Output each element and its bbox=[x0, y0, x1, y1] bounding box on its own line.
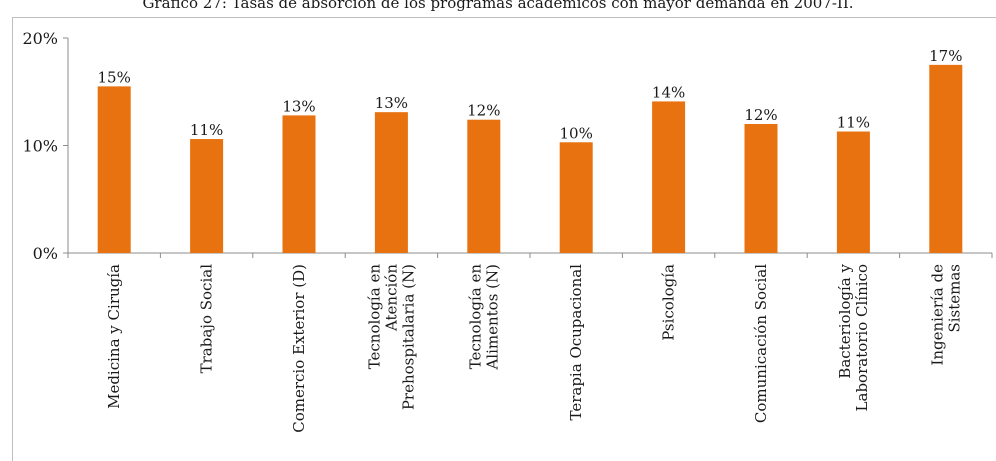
category-label: Psicología bbox=[660, 264, 678, 341]
category-label: Laboratorio Clínico bbox=[853, 264, 871, 411]
data-label: 10% bbox=[560, 124, 593, 142]
category-label: Prehospitalaria (N) bbox=[399, 264, 417, 410]
category-label: Medicina y Cirugía bbox=[105, 264, 123, 409]
data-label: 11% bbox=[837, 114, 870, 132]
bar bbox=[836, 131, 870, 253]
category-label: Bacteriología y bbox=[836, 263, 854, 378]
bar bbox=[282, 115, 316, 254]
bar bbox=[559, 142, 593, 253]
bar bbox=[652, 101, 686, 253]
category-label: Sistemas bbox=[945, 264, 963, 333]
bar bbox=[97, 86, 131, 253]
chart-frame bbox=[12, 17, 996, 461]
category-label: Ingeniería de bbox=[928, 264, 946, 366]
category-label: Comercio Exterior (D) bbox=[290, 264, 308, 433]
chart-title: Gráfico 27: Tasas de absorción de los pr… bbox=[142, 0, 854, 12]
bar bbox=[374, 112, 408, 253]
category-label: Tecnología en bbox=[466, 264, 484, 370]
category-label: Trabajo Social bbox=[198, 264, 216, 374]
data-label: 12% bbox=[744, 106, 777, 124]
data-label: 12% bbox=[467, 102, 500, 120]
category-label: Atención bbox=[382, 264, 400, 332]
data-label: 11% bbox=[190, 121, 223, 139]
bar bbox=[190, 139, 224, 253]
bar bbox=[744, 124, 778, 253]
category-label: Comunicación Social bbox=[752, 264, 770, 423]
data-label: 13% bbox=[282, 97, 315, 115]
bar bbox=[929, 64, 963, 253]
bar bbox=[467, 119, 501, 253]
category-label: Terapia Ocupacional bbox=[567, 264, 585, 421]
data-label: 15% bbox=[98, 68, 131, 86]
y-tick-label: 10% bbox=[22, 137, 58, 156]
data-label: 14% bbox=[652, 83, 685, 101]
y-tick-label: 0% bbox=[33, 244, 58, 263]
category-label: Alimentos (N) bbox=[483, 264, 501, 371]
y-tick-label: 20% bbox=[22, 29, 58, 48]
data-label: 17% bbox=[929, 47, 962, 65]
category-label: Tecnología en bbox=[365, 264, 383, 370]
data-label: 13% bbox=[375, 94, 408, 112]
